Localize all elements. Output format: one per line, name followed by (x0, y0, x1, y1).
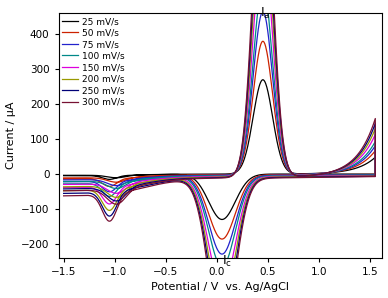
Line: 50 mV/s: 50 mV/s (64, 41, 375, 239)
25 mV/s (365, 161, 370, 164)
250 mV/s (173, 179, 178, 183)
250 mV/s (73, 191, 78, 195)
300 mV/s (344, 175, 348, 179)
Line: 150 mV/s: 150 mV/s (64, 0, 375, 288)
75 mV/s (220, 252, 224, 256)
50 mV/s (255, 64, 259, 68)
200 mV/s (73, 189, 78, 192)
300 mV/s (61, 194, 66, 198)
200 mV/s (173, 178, 178, 182)
Line: 250 mV/s: 250 mV/s (64, 0, 375, 298)
250 mV/s (61, 187, 66, 191)
25 mV/s (255, 95, 259, 99)
50 mV/s (365, 157, 370, 160)
Line: 25 mV/s: 25 mV/s (64, 80, 375, 219)
100 mV/s (255, 20, 259, 23)
150 mV/s (61, 186, 66, 189)
200 mV/s (61, 189, 66, 193)
100 mV/s (365, 151, 370, 154)
Text: I$_\mathrm{a}$: I$_\mathrm{a}$ (260, 6, 270, 21)
25 mV/s (61, 174, 66, 178)
Text: I$_\mathrm{c}$: I$_\mathrm{c}$ (222, 254, 232, 269)
75 mV/s (101, 180, 106, 184)
25 mV/s (61, 173, 66, 177)
150 mV/s (173, 177, 178, 181)
150 mV/s (61, 183, 66, 186)
75 mV/s (173, 175, 178, 179)
50 mV/s (344, 173, 348, 176)
75 mV/s (73, 180, 78, 183)
100 mV/s (61, 182, 66, 186)
300 mV/s (101, 193, 106, 197)
50 mV/s (220, 237, 224, 241)
100 mV/s (220, 265, 224, 268)
300 mV/s (173, 180, 178, 184)
300 mV/s (61, 189, 66, 193)
75 mV/s (344, 173, 348, 177)
100 mV/s (101, 182, 106, 185)
250 mV/s (101, 191, 106, 194)
25 mV/s (101, 174, 106, 178)
50 mV/s (101, 177, 106, 181)
75 mV/s (61, 180, 66, 184)
250 mV/s (365, 139, 370, 143)
250 mV/s (61, 192, 66, 195)
75 mV/s (365, 154, 370, 157)
150 mV/s (73, 186, 78, 189)
25 mV/s (73, 174, 78, 178)
25 mV/s (220, 218, 224, 221)
Line: 300 mV/s: 300 mV/s (64, 0, 375, 298)
Line: 75 mV/s: 75 mV/s (64, 12, 375, 254)
100 mV/s (173, 176, 178, 179)
200 mV/s (365, 142, 370, 146)
150 mV/s (220, 286, 224, 290)
200 mV/s (344, 174, 348, 178)
300 mV/s (73, 194, 78, 197)
25 mV/s (173, 173, 178, 176)
Line: 100 mV/s: 100 mV/s (64, 0, 375, 267)
75 mV/s (255, 40, 259, 44)
X-axis label: Potential / V  vs. Ag/AgCl: Potential / V vs. Ag/AgCl (151, 283, 289, 292)
50 mV/s (61, 176, 66, 180)
100 mV/s (73, 182, 78, 186)
250 mV/s (344, 175, 348, 179)
25 mV/s (344, 172, 348, 176)
75 mV/s (261, 10, 265, 13)
Line: 200 mV/s: 200 mV/s (64, 0, 375, 298)
300 mV/s (365, 136, 370, 140)
50 mV/s (61, 177, 66, 181)
50 mV/s (261, 40, 265, 43)
25 mV/s (261, 78, 265, 82)
200 mV/s (61, 185, 66, 189)
200 mV/s (101, 188, 106, 192)
150 mV/s (365, 146, 370, 150)
Legend: 25 mV/s, 50 mV/s, 75 mV/s, 100 mV/s, 150 mV/s, 200 mV/s, 250 mV/s, 300 mV/s: 25 mV/s, 50 mV/s, 75 mV/s, 100 mV/s, 150… (60, 15, 126, 108)
150 mV/s (344, 174, 348, 178)
75 mV/s (61, 178, 66, 182)
150 mV/s (101, 185, 106, 189)
50 mV/s (173, 174, 178, 177)
100 mV/s (61, 180, 66, 183)
100 mV/s (344, 173, 348, 177)
Y-axis label: Current / μA: Current / μA (5, 102, 16, 169)
50 mV/s (73, 177, 78, 181)
